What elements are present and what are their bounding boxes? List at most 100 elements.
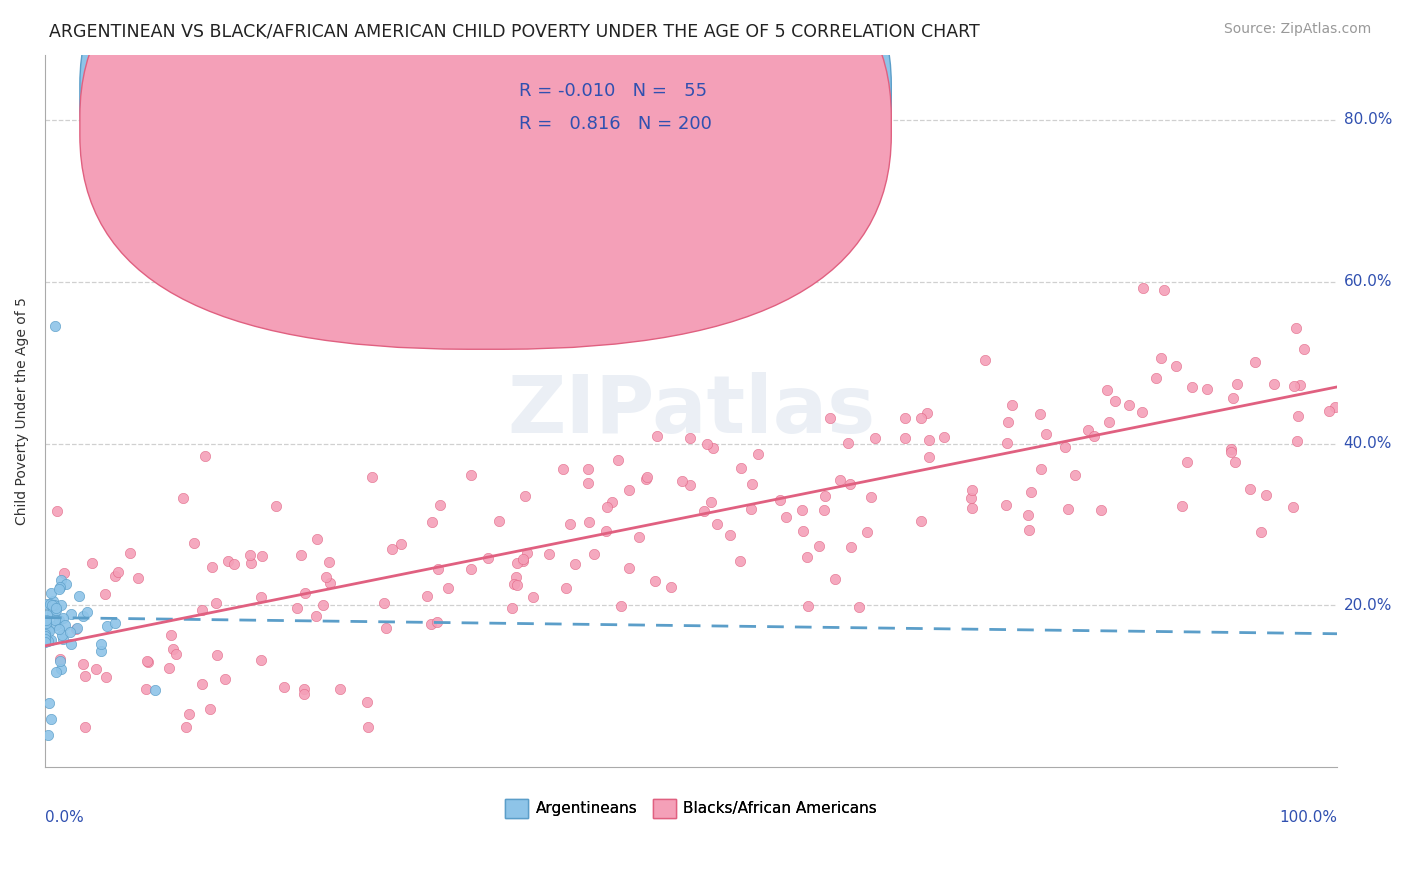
Point (45, 603, 67, 617)
Point (1317, 404, 1340, 418)
Point (250, 549, 273, 563)
Point (35, 616, 58, 631)
Point (239, 548, 262, 562)
Point (596, 500, 619, 515)
Point (136, 655, 159, 669)
Point (1166, 359, 1188, 373)
Text: Source: ZipAtlas.com: Source: ZipAtlas.com (1223, 22, 1371, 37)
Point (292, 682, 315, 697)
Point (558, 517, 581, 532)
Point (34, 632, 56, 647)
Point (72, 609, 94, 624)
Point (287, 600, 309, 615)
Point (538, 547, 561, 561)
Point (49, 580, 72, 594)
Point (1031, 462, 1053, 476)
Point (607, 453, 630, 467)
Point (53, 566, 76, 580)
Point (264, 499, 287, 513)
Point (73, 720, 96, 734)
Point (814, 489, 837, 503)
Point (191, 676, 214, 690)
Point (1220, 444, 1243, 458)
Point (294, 586, 316, 600)
Point (290, 549, 312, 563)
Point (49, 573, 72, 587)
Point (1324, 400, 1347, 414)
Point (627, 530, 650, 544)
Point (696, 436, 718, 450)
Point (45, 617, 67, 632)
Point (72, 657, 94, 671)
Point (375, 621, 398, 635)
Point (1222, 392, 1244, 406)
Point (1243, 355, 1265, 369)
Point (1223, 455, 1246, 469)
Point (488, 514, 510, 528)
Point (910, 514, 932, 528)
Point (52, 632, 75, 646)
Point (807, 540, 830, 554)
Point (513, 489, 536, 503)
Point (45, 503, 67, 517)
Point (49, 652, 72, 666)
Point (1064, 467, 1087, 482)
Point (997, 415, 1019, 429)
Text: R =   0.816   N = 200: R = 0.816 N = 200 (519, 115, 711, 133)
Text: 20.0%: 20.0% (1344, 598, 1392, 613)
Point (769, 493, 792, 508)
Point (918, 433, 941, 447)
Point (222, 557, 245, 571)
Point (856, 525, 879, 540)
Point (894, 410, 917, 425)
Point (318, 555, 340, 569)
Point (65, 622, 87, 636)
Point (104, 615, 127, 630)
Point (1028, 407, 1050, 421)
Point (619, 483, 641, 497)
Point (48, 622, 70, 636)
Point (48, 655, 70, 669)
Point (305, 608, 328, 623)
Point (429, 498, 451, 512)
Point (120, 546, 142, 560)
Point (728, 554, 751, 568)
Point (38, 624, 60, 639)
Point (506, 578, 529, 592)
Point (34, 618, 56, 632)
Point (42, 594, 65, 608)
Point (962, 500, 984, 515)
Point (747, 447, 769, 461)
Point (80, 556, 103, 570)
Point (1282, 378, 1305, 392)
Point (49, 662, 72, 676)
Point (1175, 455, 1198, 469)
Point (865, 431, 887, 445)
Point (645, 429, 668, 443)
Point (1254, 488, 1277, 502)
Point (35, 633, 58, 648)
Point (503, 577, 526, 591)
Point (1219, 442, 1241, 457)
Point (1197, 382, 1219, 396)
Point (94, 587, 117, 601)
Point (437, 581, 460, 595)
Point (1118, 398, 1140, 412)
Point (1286, 434, 1309, 449)
Point (820, 410, 842, 425)
Point (516, 546, 538, 560)
Point (1250, 524, 1272, 539)
Point (373, 596, 395, 610)
Point (127, 571, 149, 585)
Point (183, 536, 205, 550)
Point (39, 597, 62, 611)
Point (135, 681, 157, 696)
Point (659, 580, 682, 594)
Point (634, 472, 657, 486)
Text: ARGENTINEAN VS BLACK/AFRICAN AMERICAN CHILD POVERTY UNDER THE AGE OF 5 CORRELATI: ARGENTINEAN VS BLACK/AFRICAN AMERICAN CH… (49, 22, 980, 40)
Point (578, 515, 600, 529)
Point (1132, 281, 1154, 295)
Point (1281, 500, 1303, 514)
Point (576, 476, 599, 491)
Point (636, 470, 658, 484)
